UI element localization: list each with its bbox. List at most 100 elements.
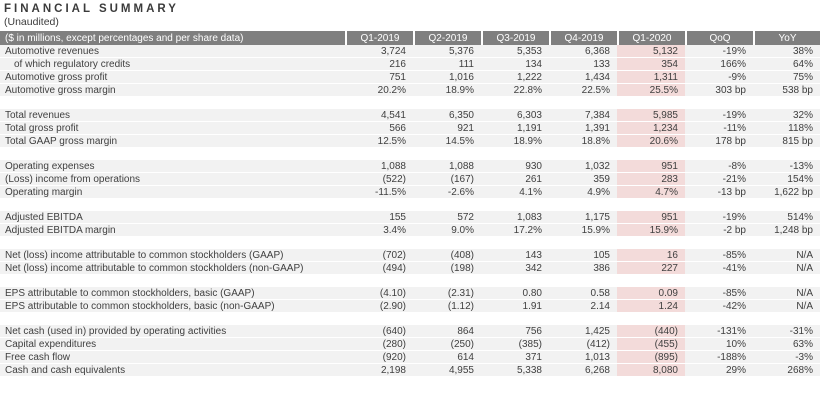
cell-Q1-2020: 354 (617, 58, 685, 71)
cell-Q1-2020: (440) (617, 325, 685, 338)
cell-Q4-2019: 133 (549, 58, 617, 71)
cell-Q2-2019: 1,088 (413, 160, 481, 173)
cell-YoY: 63% (753, 338, 820, 351)
cell-Q3-2019: 4.1% (481, 186, 549, 199)
cell-Q1-2019: 566 (345, 122, 413, 135)
cell-QoQ: -188% (685, 351, 753, 364)
row-label: Adjusted EBITDA margin (0, 224, 345, 237)
cell-Q3-2019: 756 (481, 325, 549, 338)
cell-YoY: N/A (753, 262, 820, 275)
cell-YoY: -31% (753, 325, 820, 338)
cell-Q1-2020: 227 (617, 262, 685, 275)
cell-YoY: 1,248 bp (753, 224, 820, 237)
table-row: EPS attributable to common stockholders,… (0, 300, 820, 313)
cell-YoY: 268% (753, 364, 820, 377)
row-label: Automotive gross margin (0, 84, 345, 97)
cell-Q2-2019: 614 (413, 351, 481, 364)
cell-Q1-2019: -11.5% (345, 186, 413, 199)
cell-YoY: 32% (753, 109, 820, 122)
table-row: Adjusted EBITDA 155 572 1,083 1,175 951 -19% 51… (0, 211, 820, 224)
cell-Q4-2019: 1,032 (549, 160, 617, 173)
table-row: of which regulatory credits 216 111 134 133 3… (0, 58, 820, 71)
cell-QoQ: 29% (685, 364, 753, 377)
column-header-Q4-2019: Q4-2019 (549, 31, 617, 45)
cell-YoY: -13% (753, 160, 820, 173)
row-label: Capital expenditures (0, 338, 345, 351)
cell-Q1-2019: 2,198 (345, 364, 413, 377)
row-label: Free cash flow (0, 351, 345, 364)
cell-Q4-2019: 1,175 (549, 211, 617, 224)
cell-Q2-2019: 6,350 (413, 109, 481, 122)
cell-Q4-2019: 1,425 (549, 325, 617, 338)
cell-Q1-2020: (895) (617, 351, 685, 364)
cell-QoQ: -8% (685, 160, 753, 173)
cell-QoQ: -9% (685, 71, 753, 84)
cell-QoQ: -41% (685, 262, 753, 275)
row-label: Cash and cash equivalents (0, 364, 345, 377)
row-label: Net cash (used in) provided by operating… (0, 325, 345, 338)
cell-Q3-2019: 5,338 (481, 364, 549, 377)
cell-YoY: 75% (753, 71, 820, 84)
cell-Q3-2019: 143 (481, 249, 549, 262)
cell-Q3-2019: 1,083 (481, 211, 549, 224)
cell-YoY: 38% (753, 45, 820, 58)
table-row: Automotive gross profit 751 1,016 1,222 1,43… (0, 71, 820, 84)
cell-Q1-2020: 283 (617, 173, 685, 186)
cell-Q3-2019: 342 (481, 262, 549, 275)
cell-Q1-2019: 3,724 (345, 45, 413, 58)
cell-Q2-2019: 572 (413, 211, 481, 224)
column-header-Q3-2019: Q3-2019 (481, 31, 549, 45)
cell-Q1-2019: 4,541 (345, 109, 413, 122)
cell-Q2-2019: 14.5% (413, 135, 481, 148)
cell-Q1-2020: 1,311 (617, 71, 685, 84)
cell-QoQ: -19% (685, 45, 753, 58)
cell-Q1-2019: 155 (345, 211, 413, 224)
cell-YoY: 64% (753, 58, 820, 71)
table-row: Net (loss) income attributable to common… (0, 262, 820, 275)
cell-QoQ: -21% (685, 173, 753, 186)
row-label: Net (loss) income attributable to common… (0, 249, 345, 262)
row-label: Automotive revenues (0, 45, 345, 58)
row-label: Total GAAP gross margin (0, 135, 345, 148)
section-gap (0, 148, 820, 160)
table-row: Total GAAP gross margin 12.5% 14.5% 18.9% 18… (0, 135, 820, 148)
cell-YoY: N/A (753, 300, 820, 313)
cell-Q4-2019: 1,391 (549, 122, 617, 135)
cell-Q2-2019: (198) (413, 262, 481, 275)
cell-YoY: 118% (753, 122, 820, 135)
cell-Q2-2019: 111 (413, 58, 481, 71)
table-row: Adjusted EBITDA margin 3.4% 9.0% 17.2% 15.9%… (0, 224, 820, 237)
table-header-row: ($ in millions, except percentages and p… (0, 31, 820, 45)
cell-YoY: -3% (753, 351, 820, 364)
row-label: EPS attributable to common stockholders,… (0, 287, 345, 300)
cell-Q1-2020: 1.24 (617, 300, 685, 313)
row-label: Adjusted EBITDA (0, 211, 345, 224)
cell-Q1-2019: (494) (345, 262, 413, 275)
cell-QoQ: -85% (685, 287, 753, 300)
section-gap (0, 237, 820, 249)
cell-Q3-2019: 17.2% (481, 224, 549, 237)
section-gap (0, 275, 820, 287)
cell-Q3-2019: 5,353 (481, 45, 549, 58)
page-title: FINANCIAL SUMMARY (4, 3, 179, 15)
cell-Q2-2019: -2.6% (413, 186, 481, 199)
cell-Q1-2019: 20.2% (345, 84, 413, 97)
row-label: of which regulatory credits (0, 58, 345, 71)
cell-Q3-2019: 371 (481, 351, 549, 364)
cell-Q3-2019: 6,303 (481, 109, 549, 122)
table-row: Operating margin -11.5% -2.6% 4.1% 4.9% 4.7% -… (0, 186, 820, 199)
table-row: Total gross profit 566 921 1,191 1,391 1,234-… (0, 122, 820, 135)
row-label: Net (loss) income attributable to common… (0, 262, 345, 275)
cell-Q1-2020: 951 (617, 211, 685, 224)
cell-QoQ: -11% (685, 122, 753, 135)
row-label: Total revenues (0, 109, 345, 122)
table-row: Free cash flow (920) 614 371 1,013 (895) -188%… (0, 351, 820, 364)
column-header-QoQ: QoQ (685, 31, 753, 45)
cell-Q1-2020: 0.09 (617, 287, 685, 300)
cell-Q2-2019: (250) (413, 338, 481, 351)
cell-QoQ: 178 bp (685, 135, 753, 148)
cell-Q1-2020: 5,985 (617, 109, 685, 122)
cell-YoY: 514% (753, 211, 820, 224)
cell-Q3-2019: 1,222 (481, 71, 549, 84)
cell-Q1-2019: (4.10) (345, 287, 413, 300)
